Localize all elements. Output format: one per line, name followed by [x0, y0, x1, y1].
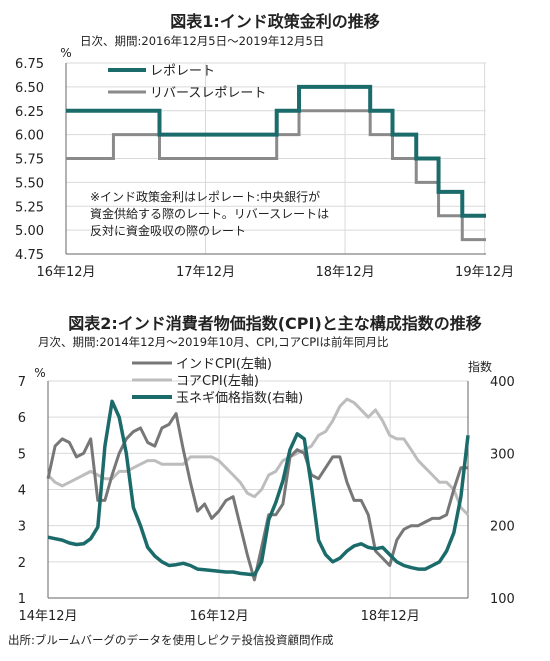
chart-note-line: 資金供給する際のレート。リバースレートは	[90, 206, 329, 221]
y-tick-label: 5.75	[15, 153, 44, 168]
x-tick-label: 14年12月	[18, 609, 77, 624]
y-left-tick-label: 1	[18, 592, 26, 607]
chart1-title: 図表1:インド政策金利の推移	[170, 12, 380, 31]
legend-label: インドCPI(左軸)	[176, 357, 272, 372]
y-tick-label: 6.25	[15, 105, 44, 120]
legend-label: コアCPI(左軸)	[176, 374, 259, 389]
y-unit-label: %	[60, 46, 71, 60]
y-right-unit-label: 指数	[468, 359, 492, 374]
chart2-title: 図表2:インド消費者物価指数(CPI)と主な構成指数の推移	[68, 314, 482, 333]
y-tick-label: 5.50	[15, 176, 44, 191]
series-line-1	[66, 109, 486, 242]
policy-rate-chart: 6.75 6.50 6.25 6.00 5.75 5.50 5.25 5.00 4.75 16年1…	[15, 46, 514, 280]
y-tick-label: 5.25	[15, 200, 44, 215]
x-tick-label: 17年12月	[176, 265, 235, 280]
chart-note-line: ※インド政策金利はレポレート:中央銀行が	[90, 189, 320, 204]
y-right-tick-label: 300	[490, 447, 515, 462]
series-line-1	[46, 397, 470, 516]
legend-label: リバースレポレート	[150, 86, 266, 101]
y-tick-label: 6.75	[15, 57, 44, 72]
y-tick-label: 4.75	[15, 248, 44, 263]
x-tick-label: 19年12月	[455, 265, 514, 280]
chart1-subtitle: 日次、期間:2016年12月5日～2019年12月5日	[80, 34, 325, 48]
legend-label: レポレート	[150, 64, 215, 79]
y-right-tick-label: 400	[490, 375, 515, 390]
y-left-tick-label: 5	[18, 447, 26, 462]
series-line-0	[46, 412, 468, 582]
y-left-tick-label: 4	[18, 484, 26, 499]
y-left-tick-label: 3	[18, 520, 26, 535]
y-right-tick-label: 200	[490, 520, 515, 535]
y-tick-label: 6.50	[15, 81, 44, 96]
y-left-unit-label: %	[34, 366, 45, 380]
source-note: 出所:ブルームバーグのデータを使用しピクテ投信投資顧問作成	[8, 633, 334, 647]
y-tick-label: 6.00	[15, 129, 44, 144]
y-left-tick-label: 7	[18, 375, 26, 390]
y-left-tick-label: 6	[18, 411, 26, 426]
y-tick-label: 5.00	[15, 224, 44, 239]
series-line-2	[47, 399, 470, 577]
x-tick-label: 18年12月	[316, 265, 375, 280]
series-line-0	[66, 84, 486, 218]
chart2-subtitle: 月次、期間:2014年12月～2019年10月、CPI,コアCPIは前年同月比	[38, 335, 389, 349]
x-tick-label: 18年12月	[361, 609, 420, 624]
chart-note-line: 反対に資金吸収の際のレート	[90, 223, 246, 238]
x-tick-label: 16年12月	[190, 609, 249, 624]
y-right-tick-label: 100	[490, 592, 515, 607]
y-left-tick-label: 2	[18, 556, 26, 571]
x-tick-label: 16年12月	[36, 265, 95, 280]
legend-label: 玉ネギ価格指数(右軸)	[176, 390, 303, 406]
